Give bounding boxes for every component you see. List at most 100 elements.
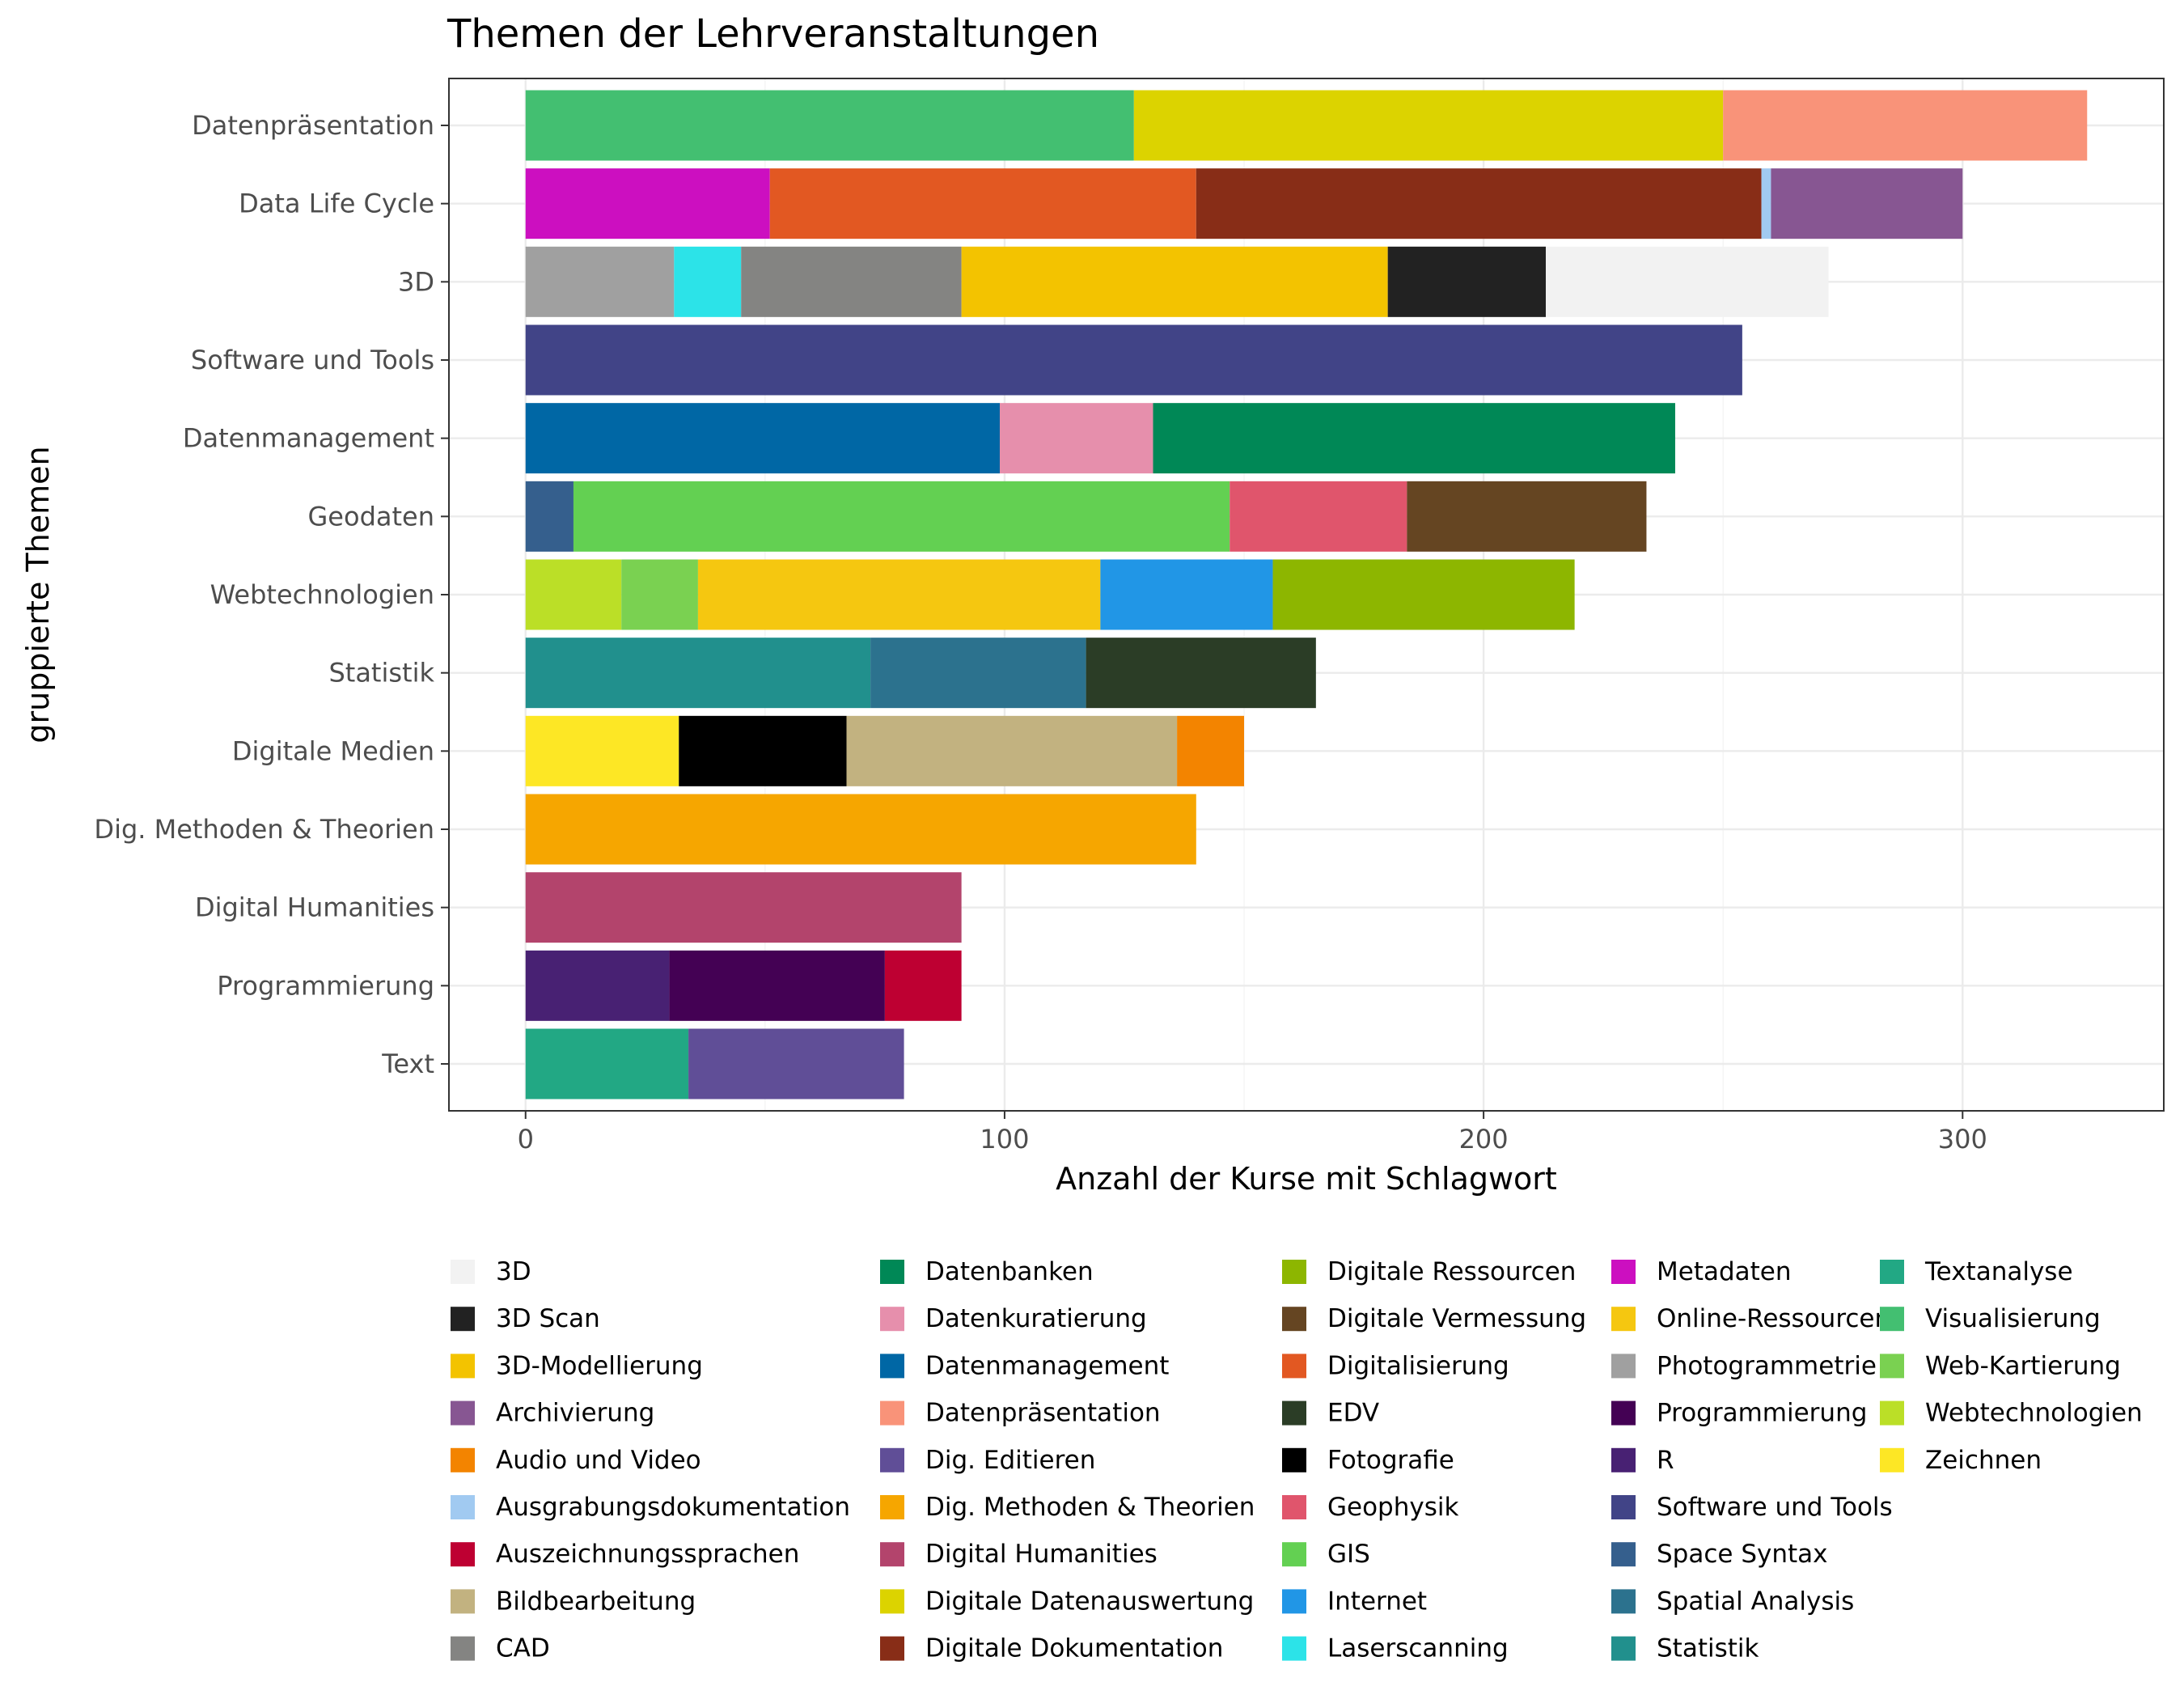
legend-label: Web-Kartierung — [1925, 1351, 2121, 1380]
legend-label: Datenkuratierung — [925, 1304, 1147, 1333]
legend: 3D 3D Scan 3D-Modellierung Archivierung Audi… — [451, 1257, 2143, 1663]
y-tick-label: Datenpräsentation — [192, 110, 434, 141]
legend-key — [1611, 1636, 1636, 1661]
y-tick-label: Geodaten — [308, 501, 435, 532]
legend-label: Datenbanken — [925, 1257, 1094, 1286]
bar-segment: Datenpräsentation – Visualisierung: 127 — [525, 90, 1134, 161]
legend-label: Audio und Video — [496, 1446, 701, 1475]
bar-segment: Dig. Methoden & Theorien – Dig. Methoden… — [525, 794, 1196, 865]
legend-key — [1282, 1447, 1306, 1472]
legend-label: Ausgrabungsdokumentation — [496, 1493, 850, 1522]
bar-segment: Statistik – Statistik: 72 — [525, 638, 871, 709]
legend-key — [451, 1400, 475, 1426]
legend-label: Digital Humanities — [925, 1540, 1158, 1569]
legend-key — [1282, 1400, 1306, 1426]
legend-label: EDV — [1327, 1399, 1379, 1428]
bar-segment: Text – Textanalyse: 34 — [525, 1028, 689, 1099]
legend-label: Bildbearbeitung — [496, 1587, 696, 1616]
legend-key — [451, 1636, 475, 1661]
bar-segment: Text – Dig. Editieren: 45 — [688, 1028, 904, 1099]
bar-segment: Programmierung – Auszeichnungssprachen: … — [884, 950, 962, 1021]
y-axis: Datenpräsentation Data Life Cycle 3D Softwa… — [94, 110, 449, 1079]
legend-label: Photogrammetrie — [1657, 1351, 1877, 1380]
bar-segment: Geodaten – Digitale Vermessung: 50 — [1407, 481, 1647, 552]
legend-key — [451, 1542, 475, 1567]
legend-label: Archivierung — [496, 1399, 654, 1428]
y-tick-label: Dig. Methoden & Theorien — [94, 814, 434, 845]
bar-segment: Data Life Cycle – Digitalisierung: 89 — [769, 168, 1196, 239]
x-axis-title: Anzahl der Kurse mit Schlagwort — [1056, 1161, 1557, 1197]
y-tick-label: Text — [381, 1049, 434, 1079]
x-tick-label: 100 — [980, 1124, 1029, 1155]
y-tick-label: Datenmanagement — [183, 423, 434, 454]
legend-label: Digitale Ressourcen — [1327, 1257, 1576, 1286]
bar-segment: Statistik – EDV: 48 — [1086, 638, 1316, 709]
legend-key — [1282, 1636, 1306, 1661]
legend-key — [880, 1260, 904, 1284]
bar-segment: Digitale Medien – Zeichnen: 32 — [525, 715, 679, 786]
legend-key — [880, 1447, 904, 1472]
y-tick-label: Webtechnologien — [210, 579, 434, 610]
legend-key — [1880, 1447, 1904, 1472]
bar-segment: Geodaten – Space Syntax: 10 — [525, 481, 574, 552]
legend-key — [451, 1260, 475, 1284]
bar-segment: Geodaten – GIS: 137 — [573, 481, 1230, 552]
bar-segment: Digitale Medien – Fotografie: 35 — [679, 715, 847, 786]
bar-segment: 3D – 3D Scan: 33 — [1387, 246, 1547, 317]
legend-label: R — [1657, 1446, 1674, 1475]
legend-key — [1282, 1260, 1306, 1284]
x-tick-label: 200 — [1459, 1124, 1509, 1155]
bar-segment: Datenpräsentation – Datenpräsentation: 7… — [1723, 90, 2088, 161]
bar-segment: Webtechnologien – Web-Kartierung: 16 — [621, 559, 698, 630]
legend-label: 3D Scan — [496, 1304, 600, 1333]
bar-segment: Geodaten – Geophysik: 37 — [1230, 481, 1407, 552]
bar-segment: Datenmanagement – Datenbanken: 109 — [1153, 403, 1675, 474]
legend-label: Visualisierung — [1925, 1304, 2101, 1333]
bar-segment: Datenmanagement – Datenkuratierung: 32 — [1000, 403, 1153, 474]
legend-label: 3D — [496, 1257, 531, 1286]
x-tick-label: 300 — [1938, 1124, 1987, 1155]
legend-key — [880, 1589, 904, 1614]
bar-segment: Digital Humanities – Digital Humanities:… — [525, 872, 962, 943]
y-tick-label: 3D — [398, 266, 434, 297]
legend-key — [880, 1542, 904, 1567]
bar-segment: Data Life Cycle – Metadaten: 51 — [525, 168, 770, 239]
legend-key — [1611, 1400, 1636, 1426]
legend-key — [1282, 1589, 1306, 1614]
bar-segment: Data Life Cycle – Ausgrabungsdokumentati… — [1761, 168, 1771, 239]
bar-segment: Webtechnologien – Internet: 36 — [1100, 559, 1273, 630]
bar-segment: Digitale Medien – Bildbearbeitung: 69 — [846, 715, 1178, 786]
legend-key — [1880, 1307, 1904, 1332]
bar-segment: Datenmanagement – Datenmanagement: 99 — [525, 403, 1001, 474]
bar-segment: Data Life Cycle – Digitale Dokumentation… — [1196, 168, 1762, 239]
legend-key — [880, 1307, 904, 1332]
legend-key — [880, 1636, 904, 1661]
legend-key — [1880, 1260, 1904, 1284]
legend-label: Internet — [1327, 1587, 1427, 1616]
legend-label: Space Syntax — [1657, 1540, 1828, 1569]
legend-label: 3D-Modellierung — [496, 1351, 703, 1380]
bar-segment: Webtechnologien – Digitale Ressourcen: 6… — [1272, 559, 1575, 630]
y-axis-title: gruppierte Themen — [20, 446, 56, 743]
legend-label: Datenpräsentation — [925, 1399, 1161, 1428]
bar-segment: 3D – CAD: 46 — [741, 246, 962, 317]
legend-key — [1282, 1542, 1306, 1567]
legend-label: Textanalyse — [1924, 1257, 2073, 1286]
legend-label: Online-Ressourcen — [1657, 1304, 1890, 1333]
legend-label: Digitale Dokumentation — [925, 1634, 1223, 1663]
x-axis: 0 100 200 300 — [518, 1111, 1987, 1155]
legend-label: Programmierung — [1657, 1399, 1867, 1428]
y-tick-label: Statistik — [328, 658, 434, 688]
legend-label: Software und Tools — [1657, 1493, 1893, 1522]
legend-label: Laserscanning — [1327, 1634, 1509, 1663]
legend-key — [880, 1354, 904, 1379]
bar-segment: 3D – Laserscanning: 14 — [674, 246, 742, 317]
legend-label: Datenmanagement — [925, 1351, 1169, 1380]
bar-segment: Webtechnologien – Webtechnologien: 20 — [525, 559, 622, 630]
legend-label: Digitale Datenauswertung — [925, 1587, 1254, 1616]
legend-key — [451, 1589, 475, 1614]
bar-segment: Programmierung – R: 30 — [525, 950, 670, 1021]
x-tick-label: 0 — [518, 1124, 534, 1155]
legend-key — [1611, 1447, 1636, 1472]
legend-key — [451, 1354, 475, 1379]
